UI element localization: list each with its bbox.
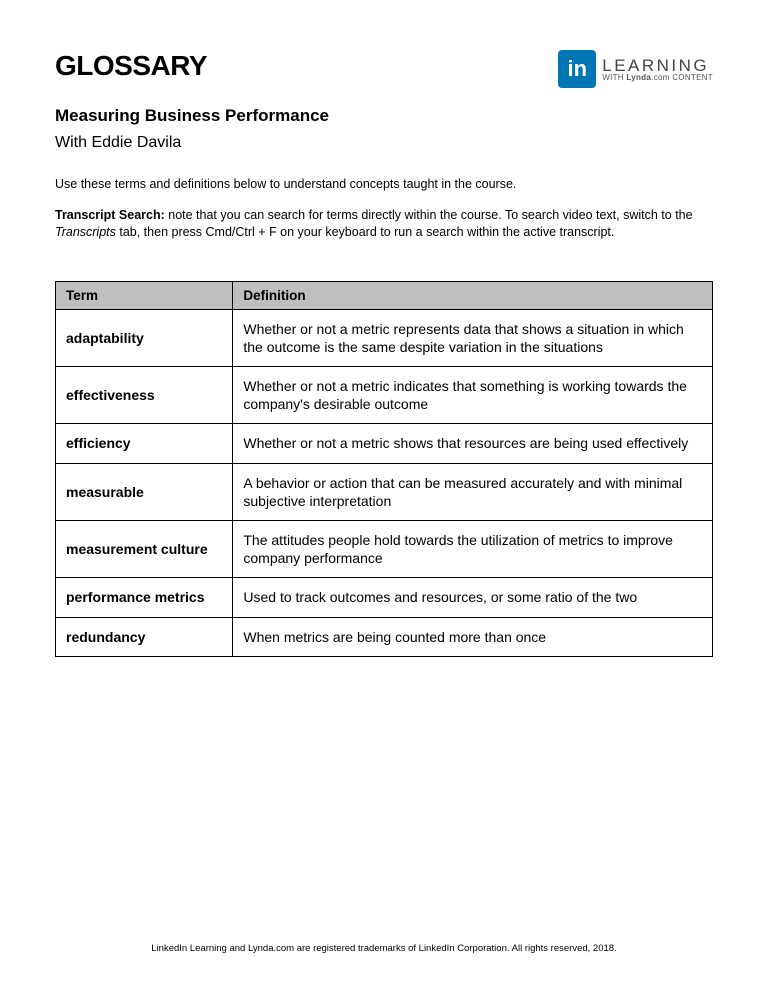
definition-cell: Used to track outcomes and resources, or… bbox=[233, 578, 713, 617]
definition-cell: The attitudes people hold towards the ut… bbox=[233, 520, 713, 577]
term-cell: performance metrics bbox=[56, 578, 233, 617]
tip-italic: Transcripts bbox=[55, 225, 116, 239]
table-row: measurable A behavior or action that can… bbox=[56, 463, 713, 520]
term-cell: efficiency bbox=[56, 424, 233, 463]
table-header-row: Term Definition bbox=[56, 281, 713, 309]
course-subtitle: Measuring Business Performance bbox=[55, 106, 713, 126]
logo-sub-suffix: .com CONTENT bbox=[651, 73, 713, 82]
header-term: Term bbox=[56, 281, 233, 309]
logo-sub-bold: Lynda bbox=[626, 73, 651, 82]
table-row: adaptability Whether or not a metric rep… bbox=[56, 309, 713, 366]
term-cell: effectiveness bbox=[56, 367, 233, 424]
transcript-tip: Transcript Search: note that you can sea… bbox=[55, 207, 713, 241]
tip-text-1: note that you can search for terms direc… bbox=[165, 208, 693, 222]
table-row: efficiency Whether or not a metric shows… bbox=[56, 424, 713, 463]
intro-text: Use these terms and definitions below to… bbox=[55, 176, 713, 193]
definition-cell: Whether or not a metric indicates that s… bbox=[233, 367, 713, 424]
linkedin-icon: in bbox=[558, 50, 596, 88]
footer-text: LinkedIn Learning and Lynda.com are regi… bbox=[55, 943, 713, 954]
definition-cell: A behavior or action that can be measure… bbox=[233, 463, 713, 520]
glossary-table: Term Definition adaptability Whether or … bbox=[55, 281, 713, 657]
term-cell: measurement culture bbox=[56, 520, 233, 577]
course-author: With Eddie Davila bbox=[55, 134, 713, 152]
page-title: GLOSSARY bbox=[55, 50, 207, 82]
table-row: effectiveness Whether or not a metric in… bbox=[56, 367, 713, 424]
tip-text-2: tab, then press Cmd/Ctrl + F on your key… bbox=[116, 225, 615, 239]
definition-cell: Whether or not a metric represents data … bbox=[233, 309, 713, 366]
term-cell: redundancy bbox=[56, 617, 233, 656]
definition-cell: When metrics are being counted more than… bbox=[233, 617, 713, 656]
logo-sub-prefix: WITH bbox=[602, 73, 626, 82]
table-row: performance metrics Used to track outcom… bbox=[56, 578, 713, 617]
page-container: GLOSSARY in LEARNING WITH Lynda.com CONT… bbox=[0, 0, 768, 697]
term-cell: measurable bbox=[56, 463, 233, 520]
logo-subtext: WITH Lynda.com CONTENT bbox=[602, 74, 713, 82]
definition-cell: Whether or not a metric shows that resou… bbox=[233, 424, 713, 463]
table-row: redundancy When metrics are being counte… bbox=[56, 617, 713, 656]
tip-label: Transcript Search: bbox=[55, 208, 165, 222]
logo-learning-text: LEARNING bbox=[602, 57, 713, 74]
header-definition: Definition bbox=[233, 281, 713, 309]
logo-text: LEARNING WITH Lynda.com CONTENT bbox=[602, 57, 713, 82]
term-cell: adaptability bbox=[56, 309, 233, 366]
table-row: measurement culture The attitudes people… bbox=[56, 520, 713, 577]
header-row: GLOSSARY in LEARNING WITH Lynda.com CONT… bbox=[55, 50, 713, 88]
brand-logo: in LEARNING WITH Lynda.com CONTENT bbox=[558, 50, 713, 88]
